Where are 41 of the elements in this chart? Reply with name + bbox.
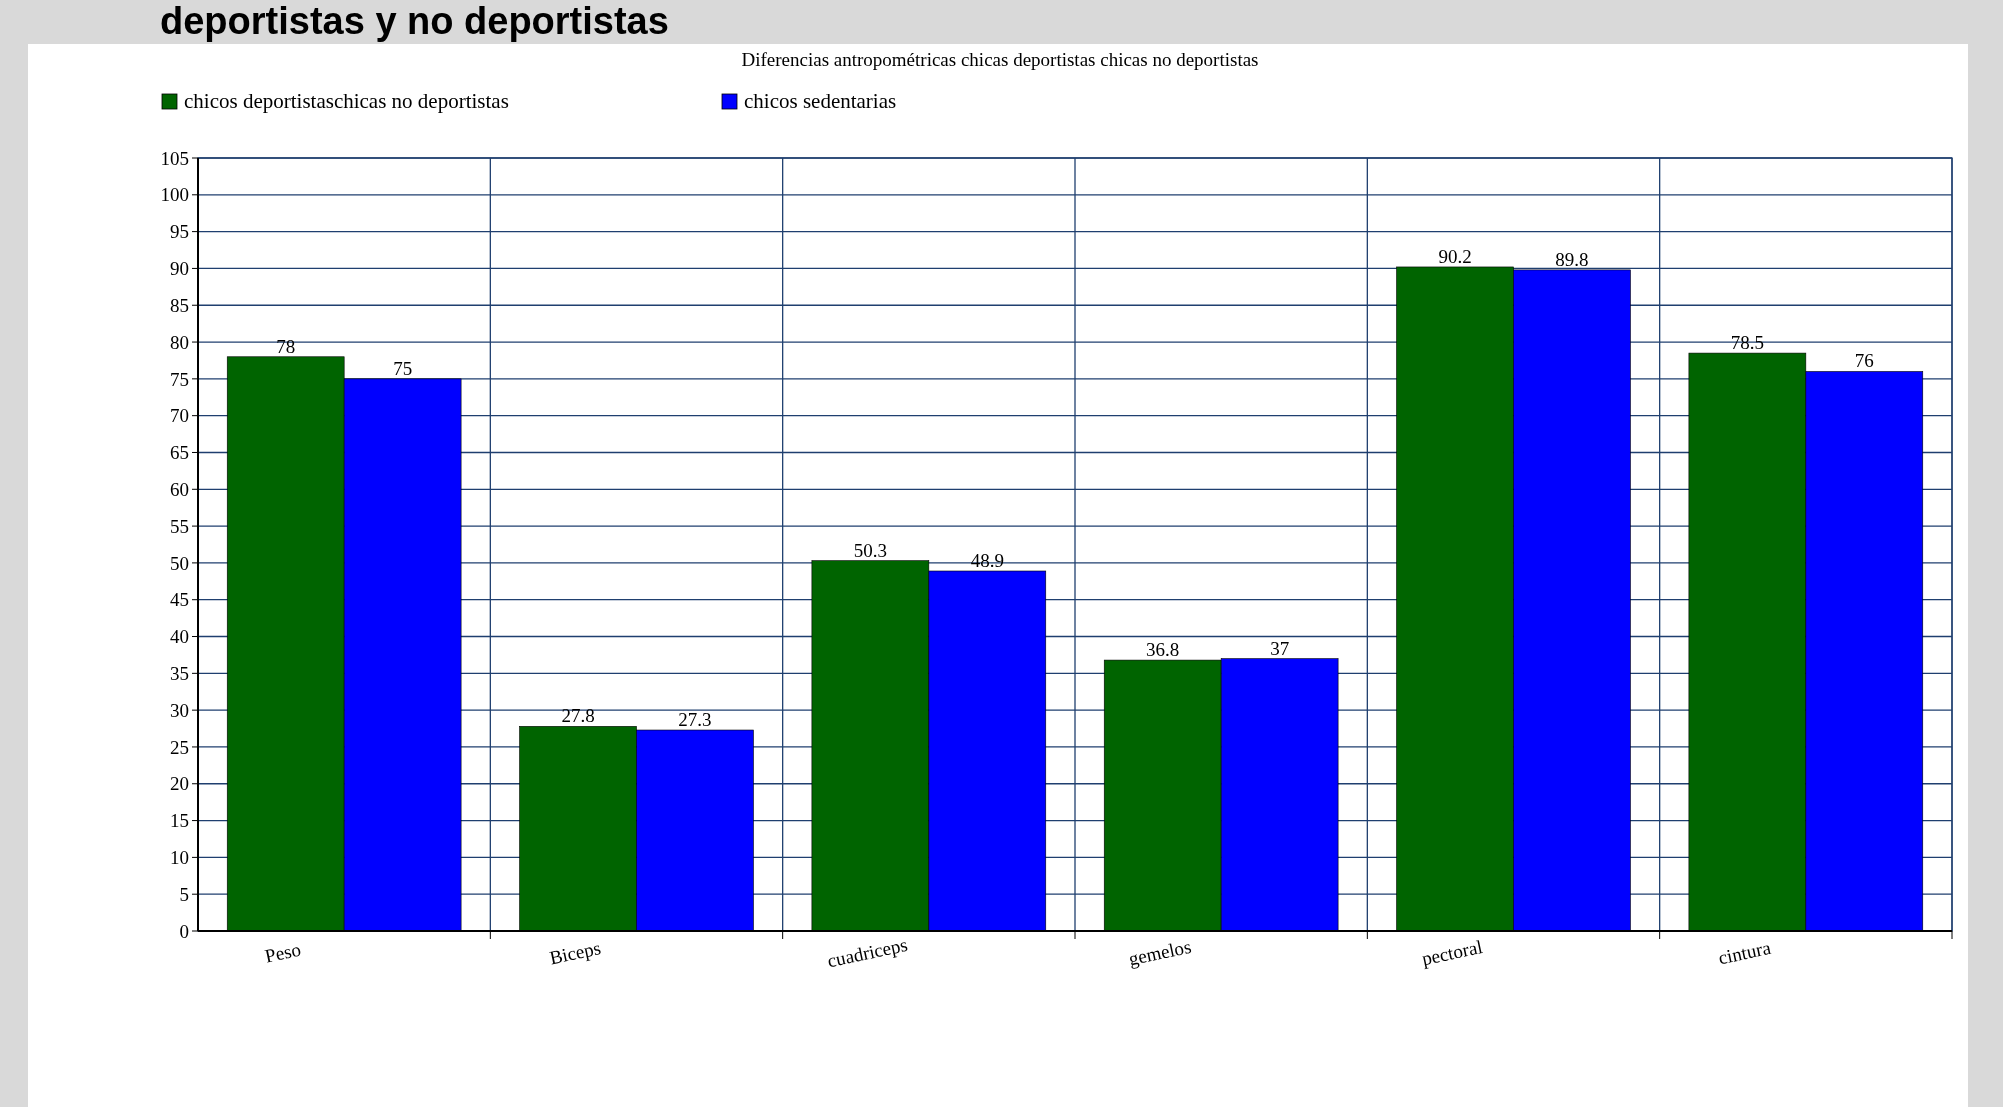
y-tick-label: 40 [170, 626, 189, 648]
data-label: 90.2 [1438, 245, 1472, 267]
y-tick-label: 50 [170, 552, 189, 574]
y-tick-label: 20 [170, 773, 189, 795]
y-tick-label: 75 [170, 368, 189, 390]
data-label: 50.3 [853, 539, 887, 561]
data-label: 37 [1270, 637, 1290, 659]
y-tick-label: 5 [179, 883, 189, 905]
y-tick-label: 95 [170, 221, 189, 243]
chart-title: Diferencias antropométricas chicas deportistas chicas no deportistas [741, 49, 1259, 70]
data-label: 75 [393, 357, 413, 379]
legend-label: chicos sedentarias [744, 89, 897, 113]
y-tick-label: 100 [160, 184, 189, 206]
y-tick-label: 25 [170, 736, 189, 758]
x-tick-label: pectoral [1420, 936, 1485, 970]
x-tick-label: gemelos [1126, 935, 1193, 970]
y-tick-label: 55 [170, 515, 189, 537]
y-tick-label: 30 [170, 699, 189, 721]
data-label: 89.8 [1555, 248, 1589, 270]
data-label: 36.8 [1146, 639, 1180, 661]
y-tick-label: 80 [170, 331, 189, 353]
y-tick-label: 65 [170, 442, 189, 464]
y-tick-label: 90 [170, 258, 189, 280]
data-label: 76 [1854, 350, 1874, 372]
data-label: 27.3 [678, 709, 712, 731]
y-tick-label: 45 [170, 589, 189, 611]
y-tick-label: 60 [170, 478, 189, 500]
y-tick-label: 10 [170, 847, 189, 869]
data-label: 27.8 [561, 705, 595, 727]
y-tick-label: 15 [170, 810, 189, 832]
y-tick-label: 70 [170, 405, 189, 427]
y-tick-label: 35 [170, 662, 189, 684]
x-tick-label: Biceps [547, 936, 603, 969]
y-tick-label: 0 [179, 920, 189, 942]
x-tick-label: Peso [263, 938, 303, 967]
text: deportistas y no deportistas [160, 0, 669, 42]
y-tick-label: 105 [160, 147, 189, 169]
y-tick-label: 85 [170, 294, 189, 316]
x-tick-label: cintura [1716, 936, 1774, 969]
legend-label: chicos deportistaschicas no deportistas [184, 89, 509, 113]
x-tick-label: cuadriceps [825, 933, 910, 972]
